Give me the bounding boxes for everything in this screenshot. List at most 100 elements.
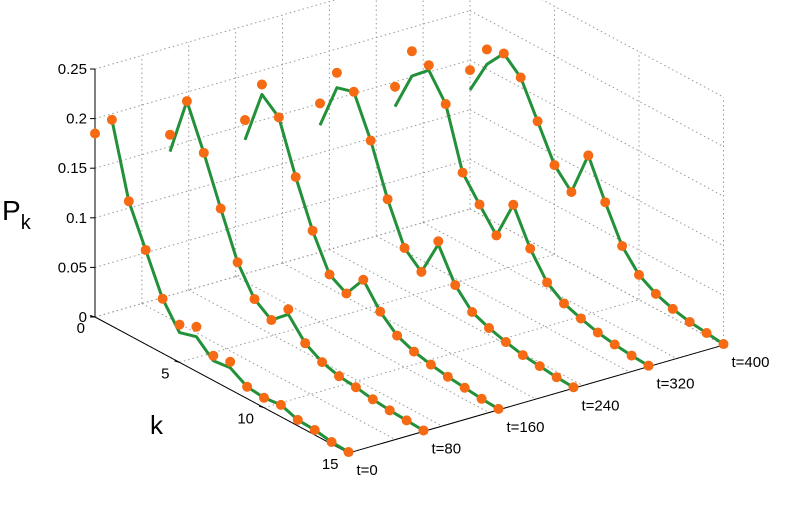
data-point xyxy=(433,236,444,247)
data-point xyxy=(409,346,419,357)
data-point xyxy=(256,79,267,90)
data-point xyxy=(465,65,475,76)
data-point xyxy=(423,60,434,71)
series-t0 xyxy=(90,114,354,458)
fit-line xyxy=(110,119,350,454)
z-axis-label-sub: k xyxy=(21,212,32,234)
grid-line-z-side xyxy=(469,208,724,346)
data-point xyxy=(481,44,492,55)
data-point xyxy=(140,244,151,255)
data-point xyxy=(90,128,100,139)
grid-line-z-side xyxy=(469,59,724,197)
data-point xyxy=(198,147,209,158)
grid-line-t-floor xyxy=(329,249,584,386)
data-point xyxy=(334,371,344,382)
t-axis-line xyxy=(348,344,724,454)
data-point xyxy=(358,274,369,285)
data-point xyxy=(343,447,354,458)
data-point xyxy=(399,242,410,253)
data-point xyxy=(500,337,511,348)
data-point xyxy=(191,321,202,332)
z-tick-label: 0.2 xyxy=(66,111,87,128)
k-tick-mark xyxy=(174,360,180,363)
grid-line-z-back xyxy=(94,158,471,268)
grid-line-z-back xyxy=(94,59,471,169)
data-point xyxy=(266,315,277,326)
data-point xyxy=(307,225,318,236)
z-axis-label: Pk xyxy=(2,195,32,234)
t-tick-label: t=400 xyxy=(732,354,770,371)
series-group xyxy=(90,44,729,458)
data-point xyxy=(718,339,729,350)
data-point xyxy=(498,48,509,59)
fit-line xyxy=(393,68,650,367)
series-t320 xyxy=(390,46,654,371)
data-point xyxy=(457,167,468,178)
data-point xyxy=(474,199,485,210)
data-point xyxy=(467,307,478,318)
data-point xyxy=(650,288,661,299)
grid-line-t-floor xyxy=(422,222,677,359)
fit-line xyxy=(468,52,725,346)
grid-line-t-floor xyxy=(376,235,630,373)
series-t80 xyxy=(165,96,429,436)
grid-line-t-floor xyxy=(188,289,443,427)
data-point xyxy=(181,96,192,107)
grid-line-k-floor xyxy=(179,253,555,363)
fit-line xyxy=(318,86,575,389)
grid-line-z-side xyxy=(469,109,724,247)
k-tick-mark xyxy=(258,405,265,409)
data-point xyxy=(367,394,378,405)
data-point xyxy=(309,424,320,435)
data-point xyxy=(406,46,417,57)
data-point xyxy=(365,135,376,146)
data-point xyxy=(232,257,243,268)
data-point xyxy=(643,360,654,371)
grid-line-t-floor xyxy=(282,262,537,400)
data-point xyxy=(459,382,470,393)
data-point xyxy=(517,350,528,361)
data-point xyxy=(341,288,352,299)
data-point xyxy=(390,81,400,92)
data-point xyxy=(617,240,628,251)
grid-line-z-back xyxy=(94,0,337,70)
data-point xyxy=(174,319,185,330)
data-point xyxy=(508,199,519,210)
k-tick-label: 15 xyxy=(322,456,339,473)
data-point xyxy=(326,436,337,447)
data-point xyxy=(551,372,562,383)
grid-line-t-floor xyxy=(235,276,490,413)
z-axis-label-main: P xyxy=(2,195,21,226)
data-point xyxy=(401,415,412,426)
tick-labels: 0 0.05 0.1 0.15 0.2 0.25 0 5 10 15 t=0 t=80 t=160 t=2… xyxy=(58,61,770,479)
grid-line-t-floor xyxy=(141,303,396,440)
z-tick-label: 0.15 xyxy=(58,160,87,177)
grid-line-z-side xyxy=(469,158,724,296)
series-t160 xyxy=(240,79,504,414)
fit-line xyxy=(168,99,425,432)
data-point xyxy=(300,338,311,349)
data-point xyxy=(416,266,427,277)
data-point xyxy=(525,243,536,254)
data-point xyxy=(375,306,386,317)
t-tick-label: t=160 xyxy=(507,419,545,436)
grid-line-z-back xyxy=(94,10,471,120)
data-point xyxy=(476,393,487,404)
data-point xyxy=(225,356,236,367)
t-tick-label: t=80 xyxy=(432,440,462,457)
data-point xyxy=(283,304,294,315)
z-tick-label: 0.1 xyxy=(66,210,87,227)
data-point xyxy=(290,172,301,183)
data-point xyxy=(491,230,502,241)
t-tick-label: t=240 xyxy=(582,397,620,414)
data-point xyxy=(634,269,644,280)
grid-lines xyxy=(94,0,724,454)
series-t240 xyxy=(315,67,579,393)
data-point xyxy=(317,357,328,368)
data-point xyxy=(534,361,545,372)
data-point xyxy=(609,339,620,350)
grid-line-t-floor xyxy=(469,208,724,346)
data-point xyxy=(106,114,117,125)
data-point xyxy=(515,72,526,83)
